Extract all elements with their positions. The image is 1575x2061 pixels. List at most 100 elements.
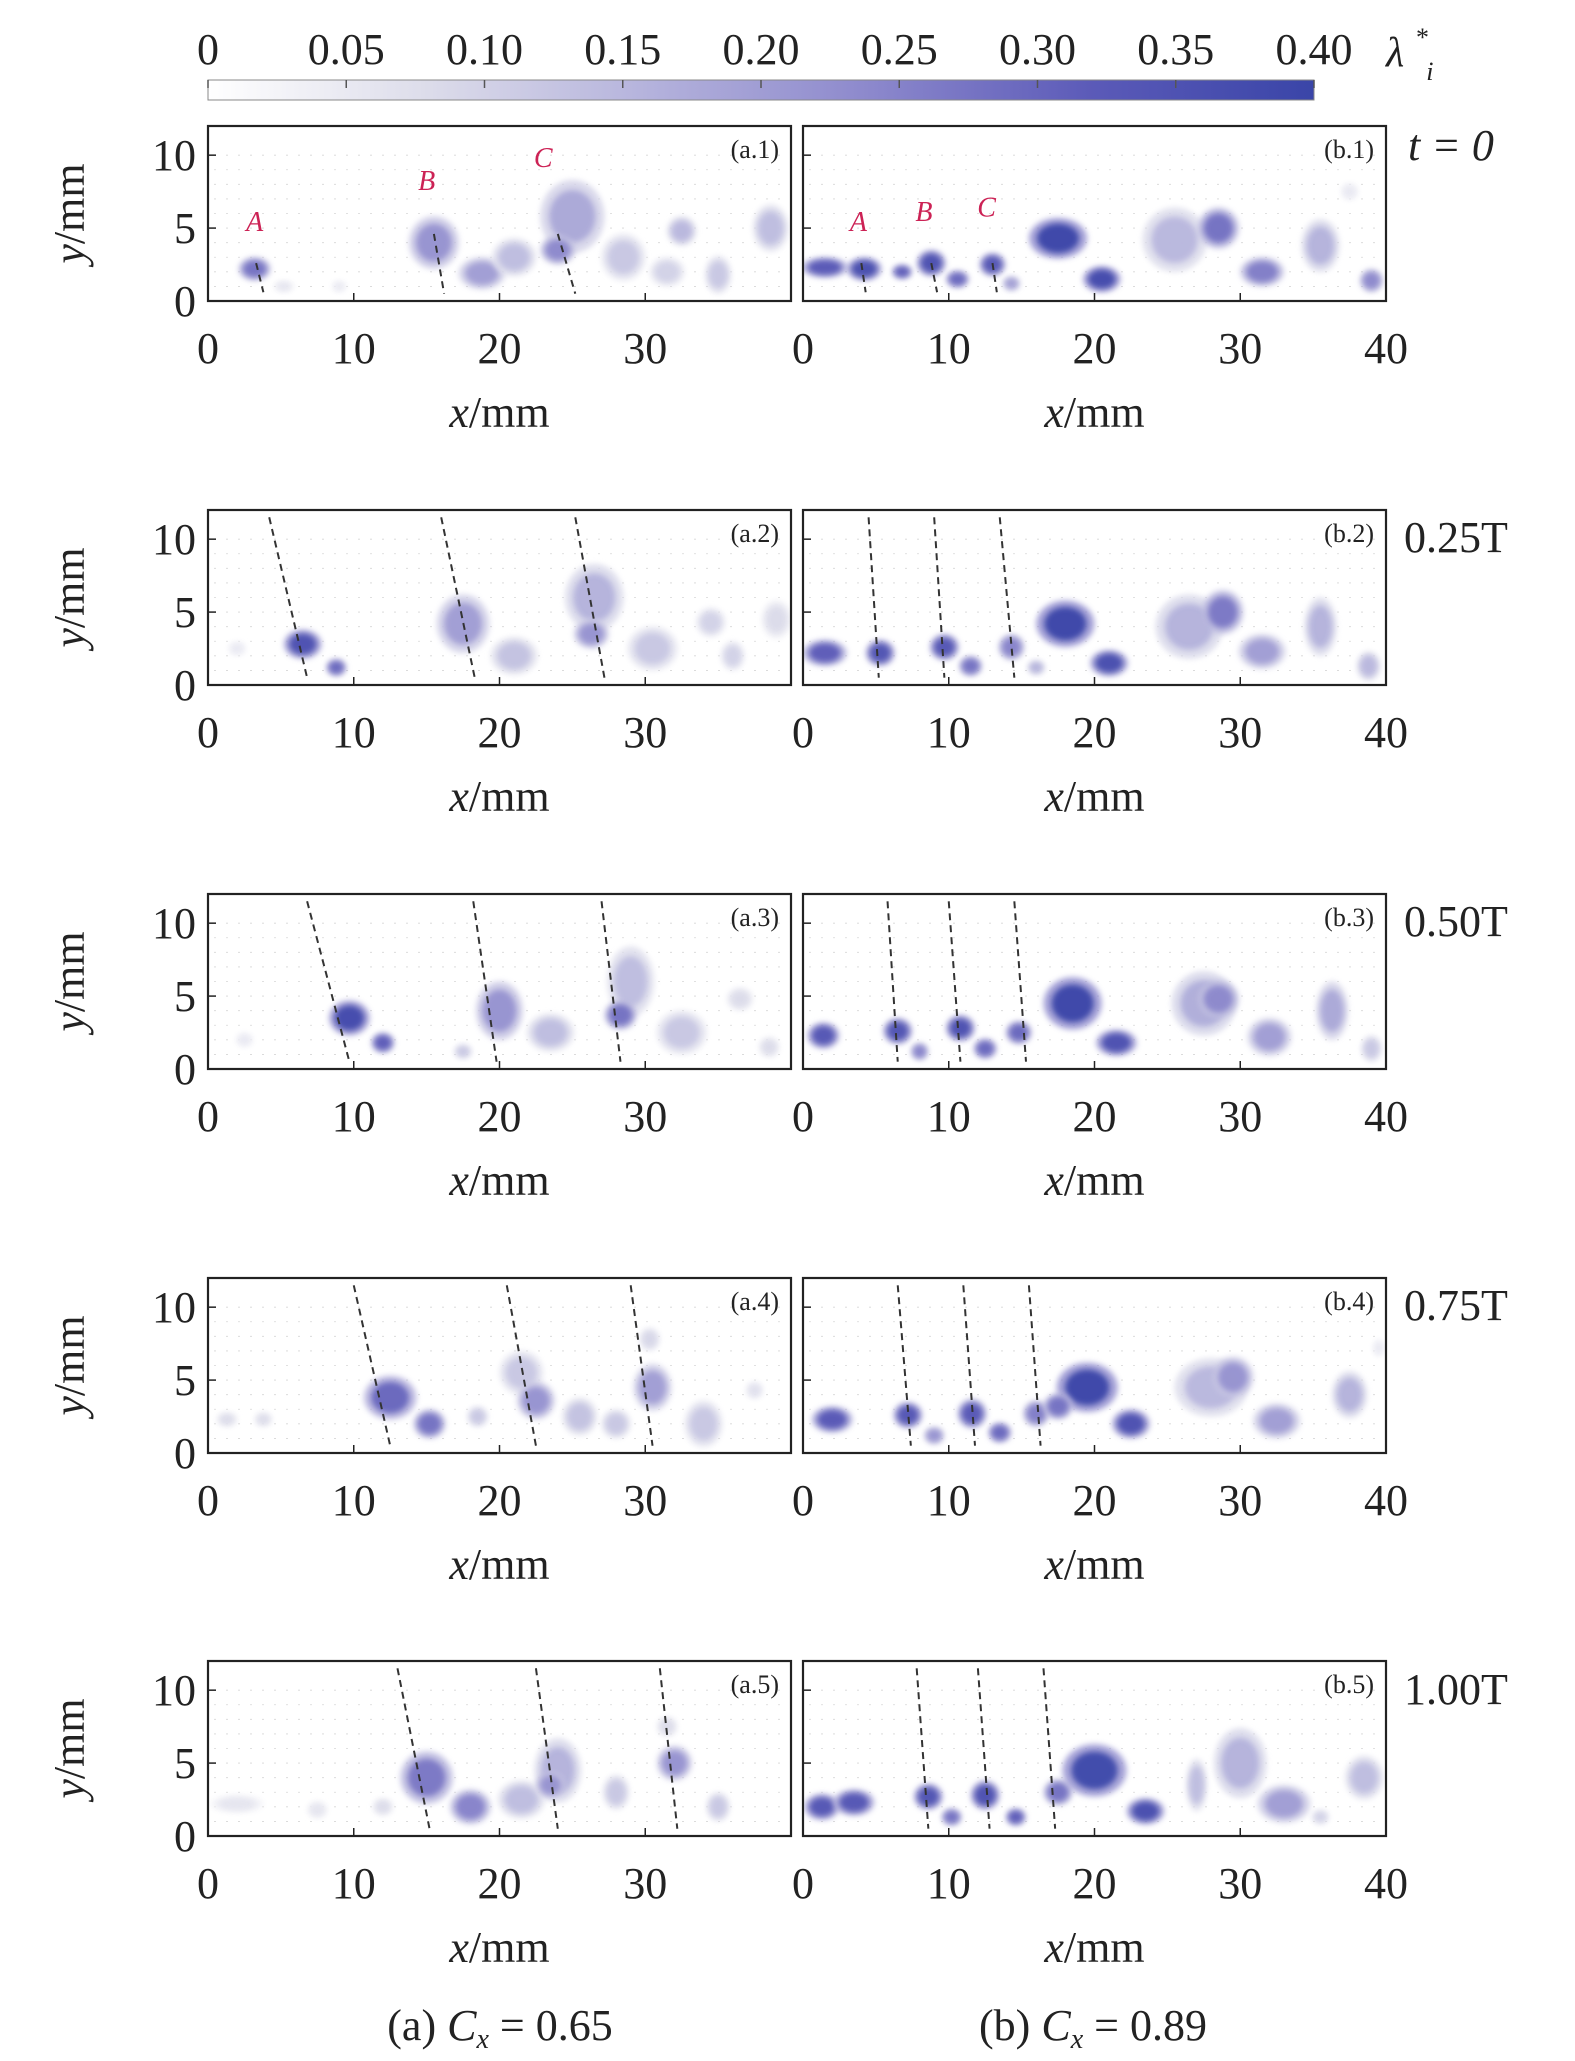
- vortex-blob: [839, 1793, 869, 1812]
- vortex-blob: [1343, 185, 1356, 198]
- panel-label: (a.2): [731, 519, 779, 548]
- vortex-blob: [869, 643, 891, 663]
- vortex-blob: [944, 1810, 960, 1824]
- vortex-blob: [1101, 1033, 1132, 1053]
- vortex-blob: [1221, 1737, 1260, 1789]
- x-tick-label: 20: [478, 1859, 522, 1908]
- vortex-blob: [607, 240, 640, 275]
- caption-b: (b) Cx = 0.89: [979, 2001, 1207, 2058]
- time-label-2: 0.25T: [1404, 513, 1508, 562]
- vortex-blob: [1203, 213, 1234, 243]
- y-tick-label: 0: [174, 661, 196, 710]
- vortex-track-line: [947, 901, 962, 1062]
- panel-a-5: (a.5) 0 10 20 30 x/mm 0 5 10 y/mm: [45, 1659, 793, 1972]
- x-axis-label: x/mm: [1043, 1156, 1144, 1205]
- x-tick-label: 30: [1218, 324, 1262, 373]
- y-tick-label: 5: [174, 972, 196, 1021]
- colorbar-tick-label: 0.40: [1276, 25, 1353, 74]
- panel-plot-area: [214, 517, 791, 678]
- panel-plot-area: [214, 1285, 785, 1448]
- caption-a: (a) Cx = 0.65: [387, 2001, 612, 2058]
- vortex-track-line: [600, 901, 622, 1062]
- x-tick-label: 20: [478, 708, 522, 757]
- y-axis-label: y/mm: [45, 163, 94, 267]
- vortex-track-line: [915, 1668, 930, 1829]
- x-tick-label: 20: [1073, 708, 1117, 757]
- vortex-track-line: [933, 517, 946, 678]
- vortex-blob: [545, 239, 571, 261]
- vortex-blob: [917, 1787, 939, 1807]
- colorbar: 0 0.05 0.10 0.15 0.20 0.25 0.30 0.35 0.40 λ * i: [197, 23, 1433, 101]
- x-tick-label: 20: [478, 324, 522, 373]
- vortex-blob: [659, 1719, 675, 1734]
- y-tick-label: 5: [174, 1356, 196, 1405]
- y-tick-label: 0: [174, 1429, 196, 1478]
- y-tick-label: 5: [174, 204, 196, 253]
- vortex-blob: [1259, 1408, 1294, 1434]
- vortex-blob: [218, 1797, 257, 1811]
- x-tick-label: 0: [197, 324, 219, 373]
- vortex-blob: [709, 1796, 727, 1818]
- vortex-blob: [933, 637, 955, 657]
- vortex-blob: [497, 642, 531, 670]
- vortex-blob: [578, 623, 604, 645]
- vortex-blob: [1047, 1396, 1069, 1416]
- vortex-marker-label: C: [534, 143, 553, 174]
- vortex-blob: [505, 1357, 538, 1389]
- vortex-blob: [1246, 261, 1278, 283]
- x-tick-label: 30: [1218, 1476, 1262, 1525]
- colorbar-tick-label: 0.35: [1137, 25, 1214, 74]
- colorbar-tick-label: 0.15: [584, 25, 661, 74]
- x-tick-label: 20: [1073, 1092, 1117, 1141]
- vortex-blob: [1308, 605, 1332, 648]
- vortex-track-line: [472, 901, 498, 1062]
- vortex-blob: [1131, 1801, 1160, 1821]
- x-tick-label: 10: [332, 708, 376, 757]
- vortex-blob: [1095, 653, 1123, 673]
- vortex-blob: [289, 633, 317, 655]
- vortex-blob: [961, 1403, 983, 1425]
- x-axis-label: x/mm: [448, 1156, 549, 1205]
- vortex-blob: [700, 611, 722, 633]
- vortex-track-line: [930, 262, 939, 293]
- vortex-blob: [654, 261, 680, 283]
- vortex-blob: [371, 1381, 410, 1414]
- vortex-marker-label: A: [848, 207, 868, 238]
- vortex-blob: [374, 1035, 392, 1051]
- vortex-blob: [974, 1784, 996, 1806]
- time-label-1: t = 0: [1408, 121, 1494, 170]
- x-tick-label: 0: [197, 1859, 219, 1908]
- vortex-blob: [809, 1797, 835, 1817]
- vortex-blob: [1029, 662, 1043, 673]
- vortex-blob: [817, 1410, 847, 1429]
- vortex-blob: [976, 1041, 994, 1056]
- panel-plot-area: [210, 1668, 785, 1829]
- x-axis-label: x/mm: [1043, 772, 1144, 821]
- x-tick-label: 10: [927, 1476, 971, 1525]
- panel-label: (a.4): [731, 1287, 779, 1316]
- vortex-blob: [758, 211, 784, 245]
- vortex-blob: [243, 260, 267, 278]
- x-axis-label: x/mm: [448, 772, 549, 821]
- vortex-blob: [1203, 985, 1234, 1013]
- vortex-blob: [671, 220, 693, 242]
- panel-b-2: (b.2) 0 10 20 30 40 x/mm: [792, 508, 1408, 821]
- vortex-track-line: [352, 1285, 392, 1446]
- vortex-blob: [1363, 272, 1380, 289]
- panel-b-1: A B C (b.1) 0 10 20 30 40 x/mm: [792, 124, 1408, 437]
- vortex-blob: [567, 1402, 593, 1431]
- vortex-marker-label: B: [418, 166, 435, 197]
- colorbar-ticks: 0 0.05 0.10 0.15 0.20 0.25 0.30 0.35 0.40: [197, 25, 1353, 88]
- x-tick-label: 20: [1073, 1859, 1117, 1908]
- panel-plot-area: [803, 517, 1381, 681]
- x-axis-label: x/mm: [1043, 1540, 1144, 1589]
- x-tick-label: 30: [623, 708, 667, 757]
- vortex-blob: [219, 1414, 235, 1425]
- panel-label: (b.1): [1324, 135, 1374, 164]
- vortex-track-line: [962, 1285, 976, 1446]
- vortex-track-line: [629, 1285, 654, 1446]
- vortex-blob: [730, 990, 750, 1008]
- time-label-5: 1.00T: [1404, 1665, 1508, 1714]
- vortex-blob: [949, 272, 966, 286]
